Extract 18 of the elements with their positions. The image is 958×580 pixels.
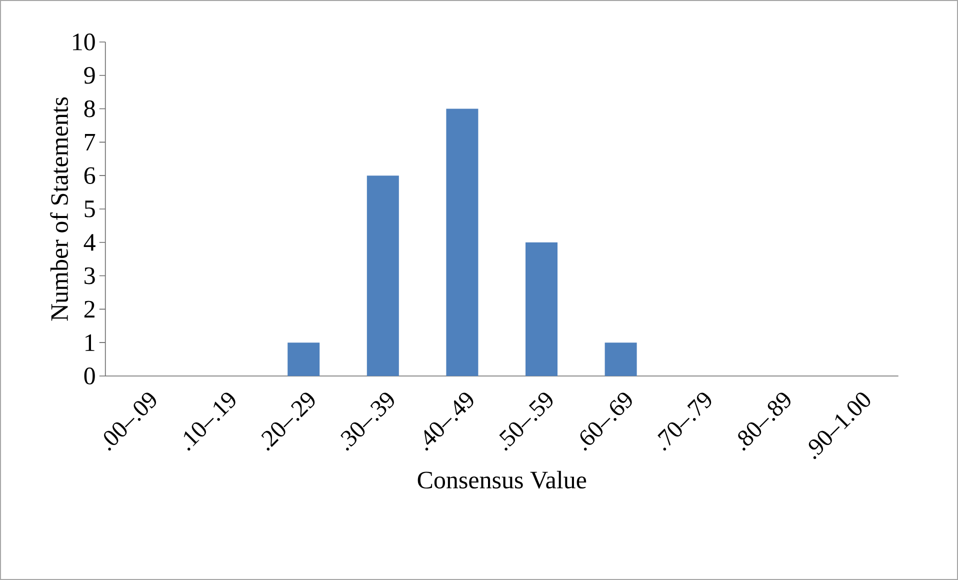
y-tick-label: 9 bbox=[84, 66, 95, 84]
y-tick-label: 2 bbox=[84, 300, 94, 318]
bar bbox=[526, 242, 558, 376]
bar bbox=[446, 108, 478, 376]
y-tick-label: 0 bbox=[84, 368, 95, 384]
bar bbox=[366, 176, 399, 376]
y-tick-label: 1 bbox=[86, 334, 94, 351]
y-tick-label: 5 bbox=[84, 200, 95, 218]
bar bbox=[288, 342, 320, 376]
y-tick-label: 8 bbox=[84, 100, 95, 118]
y-tick-label: 10 bbox=[73, 34, 95, 50]
y-tick-label: 4 bbox=[84, 234, 96, 251]
y-tick-label: 6 bbox=[84, 167, 96, 184]
y-tick-label: 7 bbox=[84, 134, 96, 150]
x-axis-title: Consensus Value bbox=[418, 470, 586, 489]
y-tick-label: 3 bbox=[84, 267, 95, 284]
bar bbox=[604, 342, 637, 376]
y-axis-title: Number of Statements bbox=[50, 97, 68, 321]
